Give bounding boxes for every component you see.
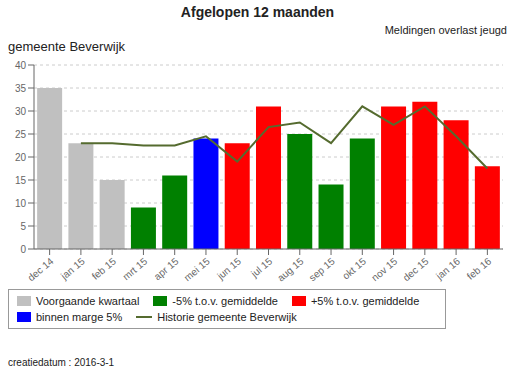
svg-text:30: 30 [15,106,27,117]
svg-text:15: 15 [15,175,27,186]
svg-text:0: 0 [20,244,26,255]
svg-text:20: 20 [15,152,27,163]
html-text:-5% t.o.v. gemiddelde: -5% t.o.v. gemiddelde [172,295,278,307]
svg-text:aug 15: aug 15 [275,255,306,283]
html-text:binnen marge 5%: binnen marge 5% [36,311,123,323]
html-text:Meldingen overlast jeugd: Meldingen overlast jeugd [384,24,507,36]
svg-text:mrt 15: mrt 15 [120,255,149,282]
svg-text:jan 15: jan 15 [58,255,87,282]
html-text:Historie gemeente Beverwijk: Historie gemeente Beverwijk [157,311,297,323]
svg-text:apr 15: apr 15 [152,255,181,282]
html-text:Voorgaande kwartaal: Voorgaande kwartaal [36,295,140,307]
html-text:gemeente Beverwijk: gemeente Beverwijk [8,39,126,54]
svg-text:jan 16: jan 16 [433,255,462,282]
svg-text:okt 15: okt 15 [340,255,368,281]
html-text:Afgelopen 12 maanden: Afgelopen 12 maanden [180,4,335,20]
html-text:creatiedatum : 2016-3-1: creatiedatum : 2016-3-1 [8,357,115,368]
svg-text:25: 25 [15,129,27,140]
svg-text:feb 15: feb 15 [90,255,119,282]
svg-text:sep 15: sep 15 [307,255,337,283]
svg-text:nov 15: nov 15 [369,255,399,283]
svg-text:dec 15: dec 15 [401,255,431,283]
html-text:+5% t.o.v. gemiddelde: +5% t.o.v. gemiddelde [310,295,420,307]
svg-text:35: 35 [15,83,27,94]
svg-text:feb 16: feb 16 [465,255,494,282]
svg-text:40: 40 [15,60,27,71]
svg-text:mei 15: mei 15 [182,255,212,283]
svg-text:dec 14: dec 14 [25,255,55,283]
svg-text:jul 15: jul 15 [248,255,274,280]
svg-text:10: 10 [15,198,27,209]
svg-text:jun 15: jun 15 [214,255,243,282]
svg-text:5: 5 [20,221,26,232]
